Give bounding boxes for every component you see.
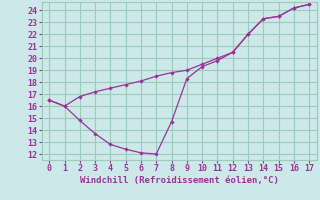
X-axis label: Windchill (Refroidissement éolien,°C): Windchill (Refroidissement éolien,°C) xyxy=(80,176,279,185)
